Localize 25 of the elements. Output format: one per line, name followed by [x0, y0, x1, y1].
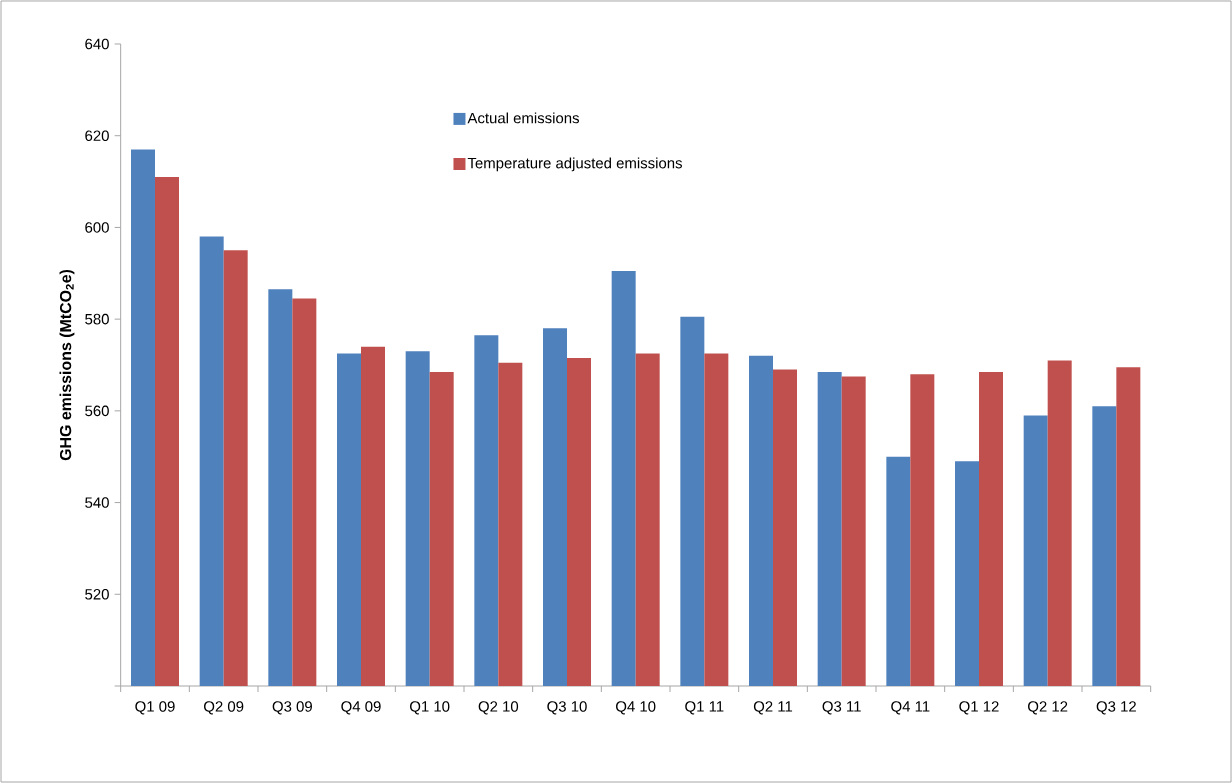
x-tick-label: Q3 11 [822, 701, 861, 715]
y-axis-title: GHG emissions (MtCO$_{2}$e) [59, 269, 75, 461]
x-tick-label: Q4 10 [616, 701, 656, 715]
x-tick-label: Q1 11 [685, 701, 724, 715]
y-tick-label: 580 [85, 313, 109, 325]
x-tick-label: Q3 10 [547, 701, 587, 715]
x-tick-label: Q2 12 [1028, 701, 1068, 715]
x-tick-label: Q3 09 [272, 701, 312, 715]
y-tick-label: 640 [85, 38, 109, 50]
x-tick-label: Q4 09 [341, 701, 381, 715]
x-tick-label: Q4 11 [891, 701, 930, 715]
x-tick-label: Q2 11 [753, 701, 793, 715]
y-tick-label: 540 [85, 497, 109, 508]
legend-label: Temperature adjusted emissions [467, 157, 682, 172]
x-tick-label: Q1 09 [135, 701, 175, 715]
y-tick-label: 620 [85, 130, 109, 141]
legend-label: Actual emissions [467, 112, 579, 124]
x-tick-label: Q2 09 [204, 701, 244, 715]
y-tick-label: 560 [85, 405, 109, 417]
y-tick-label: 600 [85, 222, 109, 233]
x-tick-label: Q3 12 [1096, 701, 1136, 715]
x-tick-label: Q1 12 [959, 701, 999, 715]
y-tick-label: 520 [85, 588, 109, 600]
x-tick-label: Q2 10 [478, 701, 519, 715]
x-tick-label: Q1 10 [410, 701, 450, 715]
